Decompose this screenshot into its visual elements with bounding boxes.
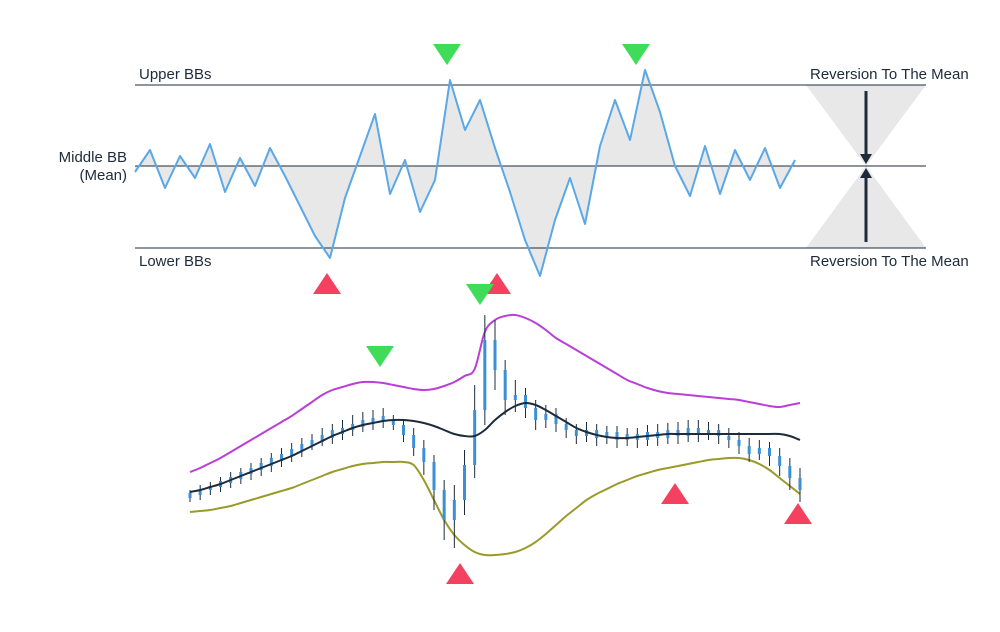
- bb-lower-band: [190, 458, 800, 555]
- top-marker-sell-0: [433, 44, 461, 65]
- top-marker-sell-1: [622, 44, 650, 65]
- upper-band-label: Upper BBs: [139, 66, 212, 83]
- bot-marker-buy-1: [661, 483, 689, 504]
- bot-marker-buy-0: [446, 563, 474, 584]
- middle-band-label-1: Middle BB: [59, 149, 127, 166]
- candlesticks: [190, 315, 800, 548]
- middle-band-label-2: (Mean): [79, 167, 127, 184]
- reversion-bot-label: Reversion To The Mean: [810, 253, 969, 270]
- top-marker-buy-0: [313, 273, 341, 294]
- top-price-line: [135, 70, 795, 276]
- reversion-top-label: Reversion To The Mean: [810, 66, 969, 83]
- figure-root: Upper BBs Middle BB(Mean) Lower BBs Reversi…: [0, 0, 1000, 632]
- bot-marker-sell-0: [366, 346, 394, 367]
- bot-marker-buy-2: [784, 503, 812, 524]
- lower-band-label: Lower BBs: [139, 253, 212, 270]
- bot-marker-sell-1: [466, 284, 494, 305]
- bb-mid-band: [190, 403, 800, 492]
